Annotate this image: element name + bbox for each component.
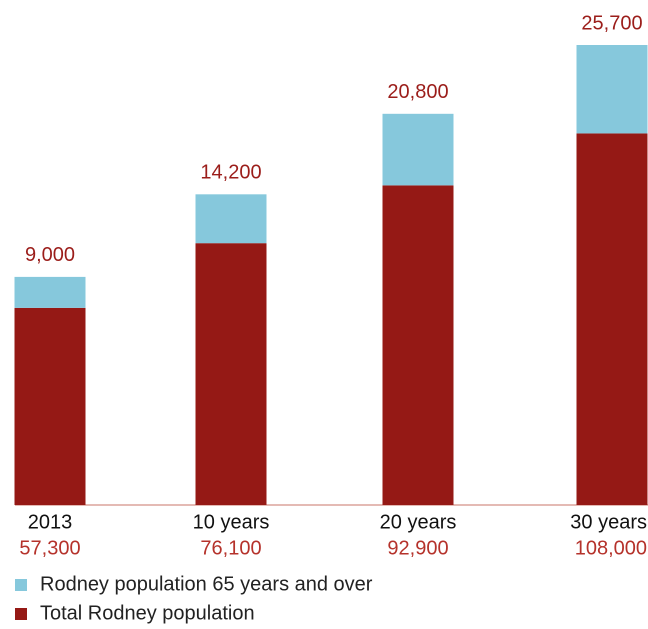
value-label: 20,800 [387, 81, 448, 103]
value-label: 92,900 [387, 537, 448, 559]
value-label: 108,000 [575, 537, 647, 559]
bar-segment [14, 307, 86, 505]
bar-segment [576, 133, 648, 505]
bar-segment [382, 113, 454, 186]
value-label: 14,200 [200, 162, 261, 184]
x-tick-label: 2013 [28, 511, 73, 533]
bar-segment [576, 45, 648, 134]
bar-segment [382, 185, 454, 506]
value-label: 9,000 [25, 244, 75, 266]
value-label: 57,300 [19, 537, 80, 559]
x-tick-label: 20 years [380, 511, 457, 533]
x-tick-label: 30 years [570, 511, 647, 533]
bar-segment [195, 243, 267, 505]
legend-swatch [15, 579, 27, 591]
bar-segment [195, 194, 267, 244]
value-label: 76,100 [200, 537, 261, 559]
legend-label: Total Rodney population [40, 602, 255, 624]
legend-label: Rodney population 65 years and over [40, 573, 373, 595]
x-tick-label: 10 years [193, 511, 270, 533]
bar-segment [14, 276, 86, 308]
value-label: 25,700 [581, 12, 642, 34]
legend-swatch [15, 608, 27, 620]
